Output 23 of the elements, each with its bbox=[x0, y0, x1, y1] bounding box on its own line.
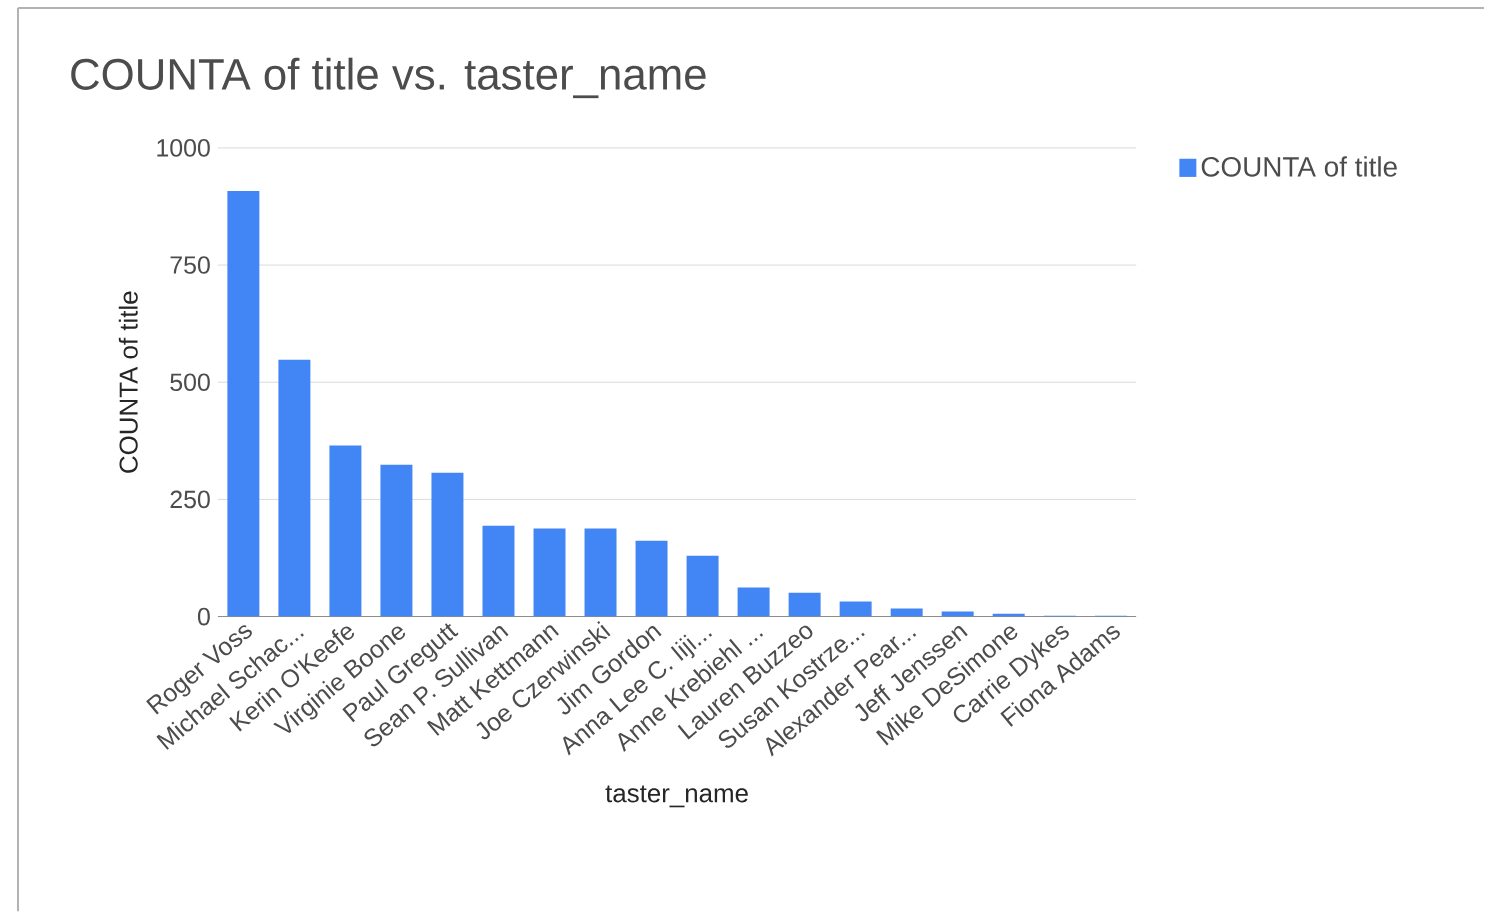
y-tick-label: 250 bbox=[170, 490, 210, 509]
bar bbox=[227, 190, 260, 617]
bar bbox=[635, 540, 668, 617]
bar bbox=[839, 601, 872, 617]
y-tick-label: 750 bbox=[170, 256, 210, 274]
bar bbox=[686, 555, 719, 617]
bar bbox=[533, 528, 566, 617]
x-axis-title: taster_name bbox=[605, 785, 748, 808]
y-tick-label: 1000 bbox=[157, 138, 210, 157]
y-tick-label: 500 bbox=[170, 373, 210, 391]
y-tick-label: 0 bbox=[197, 607, 210, 626]
bar bbox=[584, 528, 617, 617]
legend-label: COUNTA of title bbox=[1201, 156, 1397, 177]
bar bbox=[431, 472, 464, 617]
bar bbox=[788, 592, 821, 617]
bar bbox=[380, 464, 413, 617]
bar bbox=[278, 359, 311, 617]
bar bbox=[737, 587, 770, 617]
bar bbox=[941, 611, 974, 617]
chart-title: COUNTA of title vs. taster_name bbox=[71, 57, 706, 98]
bar bbox=[329, 445, 362, 617]
bar bbox=[482, 525, 515, 617]
y-axis-title: COUNTA of title bbox=[118, 291, 138, 473]
